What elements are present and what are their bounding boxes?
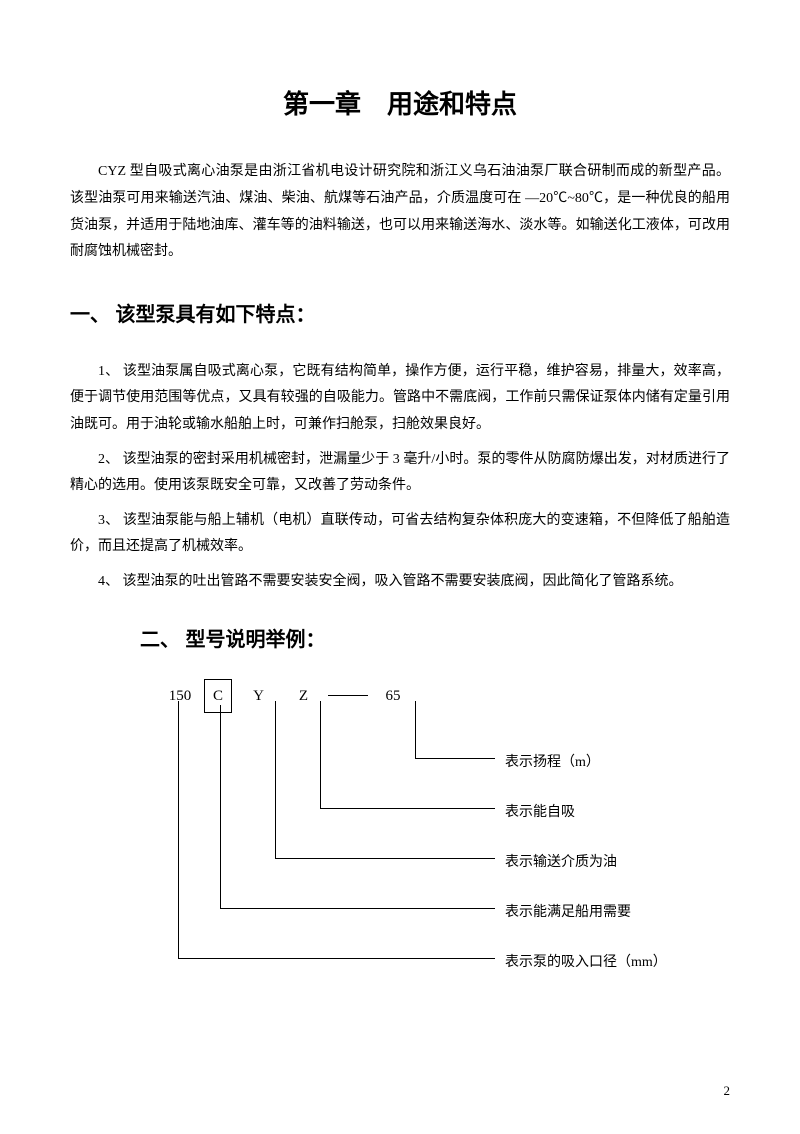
point-3: 3、 该型油泵能与船上辅机（电机）直联传动，可省去结构复杂体积庞大的变速箱，不但… bbox=[70, 508, 730, 561]
label-marine: 表示能满足船用需要 bbox=[505, 900, 631, 927]
label-self-priming: 表示能自吸 bbox=[505, 800, 575, 827]
chapter-title: 第一章 用途和特点 bbox=[70, 80, 730, 129]
section2-heading: 二、 型号说明举例： bbox=[140, 621, 730, 659]
point-1: 1、 该型油泵属自吸式离心泵，它既有结构简单，操作方便，运行平稳，维护容易，排量… bbox=[70, 359, 730, 439]
label-inlet-diameter: 表示泵的吸入口径（mm） bbox=[505, 950, 667, 977]
intro-paragraph: CYZ 型自吸式离心油泵是由浙江省机电设计研究院和浙江义乌石油油泵厂联合研制而成… bbox=[70, 159, 730, 265]
point-4: 4、 该型油泵的吐出管路不需要安装安全阀，吸入管路不需要安装底阀，因此简化了管路… bbox=[70, 569, 730, 596]
point-2: 2、 该型油泵的密封采用机械密封，泄漏量少于 3 毫升/小时。泵的零件从防腐防爆… bbox=[70, 447, 730, 500]
label-lift: 表示扬程（m） bbox=[505, 750, 600, 777]
bracket-5 bbox=[178, 701, 495, 959]
dash-icon bbox=[328, 695, 368, 696]
label-oil-medium: 表示输送介质为油 bbox=[505, 850, 617, 877]
model-diagram: 150 C Y Z 65 表示扬程（m） 表示能自吸 表示输送介质为油 表示能满… bbox=[160, 679, 730, 999]
page-number: 2 bbox=[724, 1079, 731, 1104]
section1-heading: 一、 该型泵具有如下特点： bbox=[70, 296, 730, 334]
